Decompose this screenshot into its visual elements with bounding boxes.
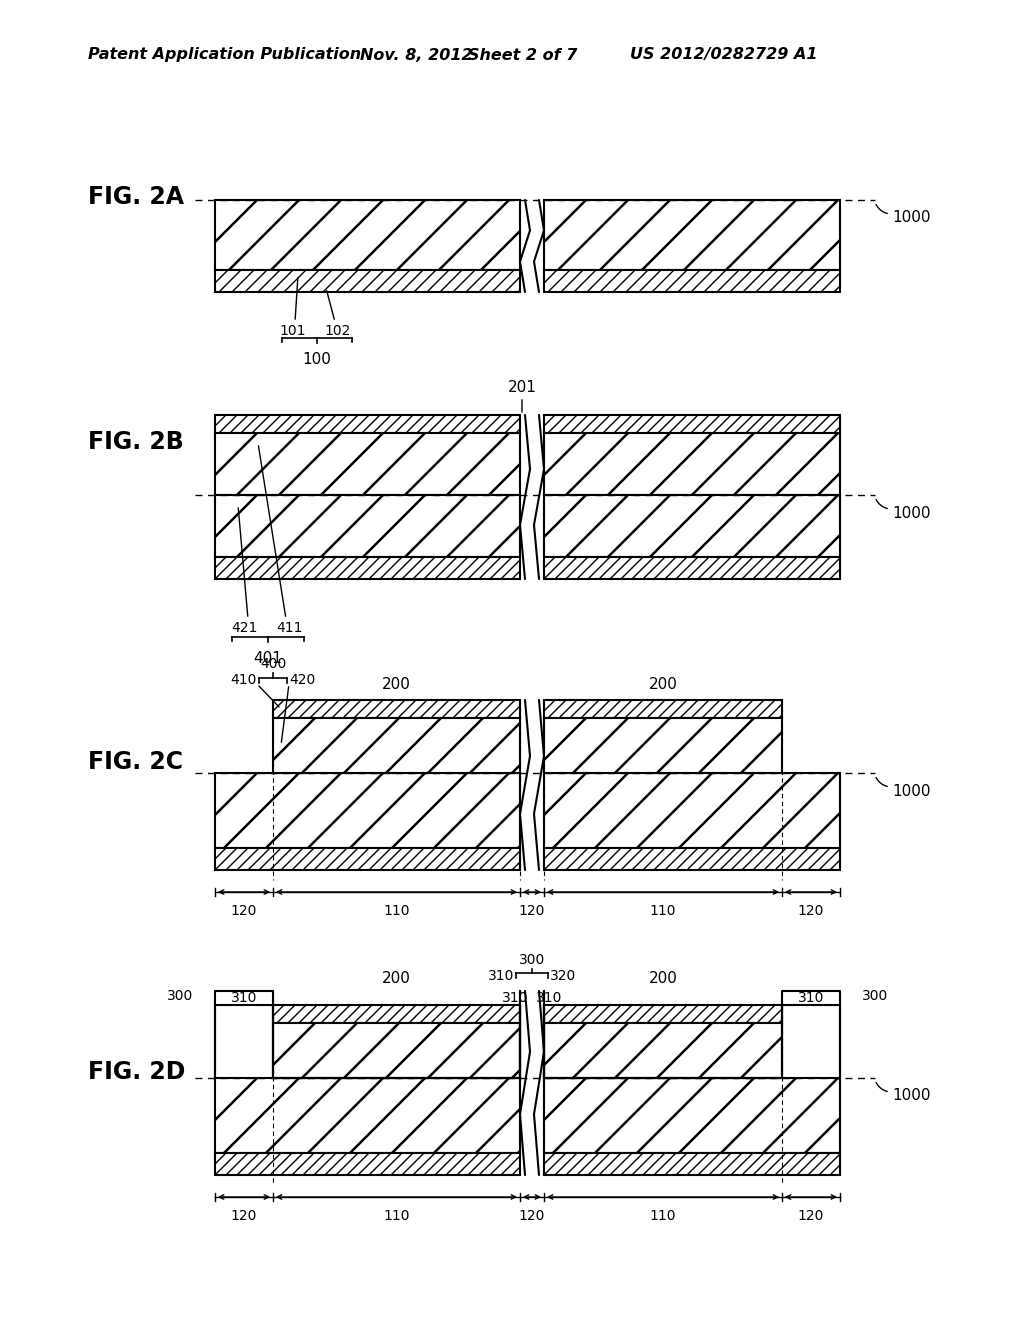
Bar [544, 557, 840, 579]
Text: 310: 310 [230, 991, 257, 1005]
Text: FIG. 2D: FIG. 2D [88, 1060, 185, 1084]
Text: 100: 100 [302, 352, 332, 367]
Bar [273, 1023, 520, 1078]
Text: 200: 200 [382, 677, 411, 692]
Text: FIG. 2B: FIG. 2B [88, 430, 183, 454]
Bar [544, 495, 840, 557]
Bar [215, 847, 520, 870]
Text: 300: 300 [519, 953, 545, 968]
Text: 120: 120 [230, 904, 257, 917]
Text: 310: 310 [487, 969, 514, 983]
Bar [215, 433, 520, 495]
Bar [215, 495, 520, 557]
Bar [273, 718, 520, 774]
Bar [544, 414, 840, 433]
Bar [215, 774, 520, 847]
Bar [544, 271, 840, 292]
Text: 110: 110 [650, 1209, 676, 1224]
Bar [215, 414, 520, 433]
Text: 200: 200 [648, 677, 678, 692]
Text: 1000: 1000 [892, 1089, 931, 1104]
Text: 1000: 1000 [892, 784, 931, 799]
Text: 310: 310 [502, 991, 528, 1005]
Text: 421: 421 [230, 620, 257, 635]
Bar [544, 1078, 840, 1152]
Text: 102: 102 [325, 323, 351, 338]
Bar [215, 201, 520, 271]
Text: 420: 420 [289, 673, 315, 686]
Text: 310: 310 [798, 991, 824, 1005]
Bar [544, 1023, 782, 1078]
Bar [544, 718, 782, 774]
Bar [215, 1078, 520, 1152]
Text: FIG. 2C: FIG. 2C [88, 750, 183, 774]
Text: 110: 110 [383, 1209, 410, 1224]
Bar [544, 1152, 840, 1175]
Text: Nov. 8, 2012: Nov. 8, 2012 [360, 48, 473, 62]
Text: Sheet 2 of 7: Sheet 2 of 7 [468, 48, 578, 62]
Bar [544, 847, 840, 870]
Text: 200: 200 [382, 972, 411, 986]
Text: 120: 120 [519, 904, 545, 917]
Text: US 2012/0282729 A1: US 2012/0282729 A1 [630, 48, 817, 62]
Text: 120: 120 [798, 1209, 824, 1224]
Bar [544, 774, 840, 847]
Text: Patent Application Publication: Patent Application Publication [88, 48, 361, 62]
Text: 1000: 1000 [892, 506, 931, 520]
Text: 300: 300 [167, 989, 193, 1003]
Text: 401: 401 [254, 651, 283, 667]
Text: 101: 101 [280, 323, 306, 338]
Bar [215, 557, 520, 579]
Bar [273, 700, 520, 718]
Text: 120: 120 [230, 1209, 257, 1224]
Bar [544, 700, 782, 718]
Text: 310: 310 [536, 991, 562, 1005]
Bar [215, 271, 520, 292]
Text: 1000: 1000 [892, 210, 931, 226]
Bar [273, 1005, 520, 1023]
Text: FIG. 2A: FIG. 2A [88, 185, 184, 209]
Bar [544, 433, 840, 495]
Text: 410: 410 [230, 673, 257, 686]
Text: 110: 110 [383, 904, 410, 917]
Text: 411: 411 [276, 620, 303, 635]
Text: 110: 110 [650, 904, 676, 917]
Bar [544, 1005, 782, 1023]
Text: 120: 120 [519, 1209, 545, 1224]
Text: 320: 320 [550, 969, 577, 983]
Text: 201: 201 [508, 380, 537, 395]
Text: 400: 400 [260, 657, 286, 671]
Text: 300: 300 [862, 989, 888, 1003]
Bar [215, 1152, 520, 1175]
Bar [544, 201, 840, 271]
Text: 120: 120 [798, 904, 824, 917]
Text: 200: 200 [648, 972, 678, 986]
